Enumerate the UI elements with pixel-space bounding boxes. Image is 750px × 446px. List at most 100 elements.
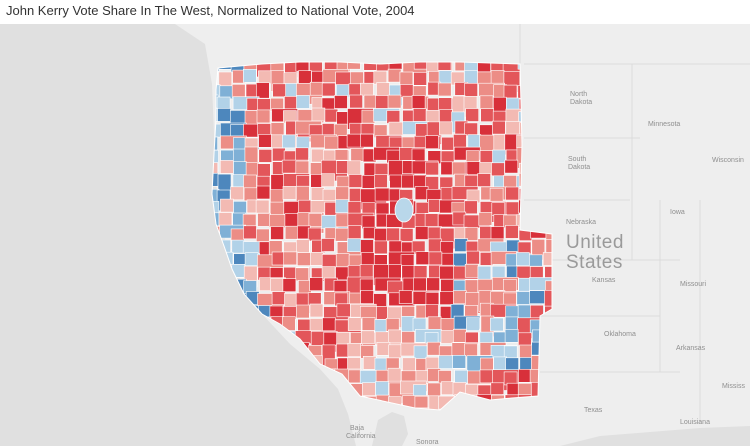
county[interactable] <box>295 304 310 319</box>
county[interactable] <box>310 187 325 201</box>
county[interactable] <box>230 124 244 138</box>
county[interactable] <box>387 94 402 109</box>
county[interactable] <box>411 95 426 109</box>
county[interactable] <box>217 108 231 122</box>
county[interactable] <box>386 227 400 242</box>
county[interactable] <box>281 134 296 149</box>
county[interactable] <box>478 212 493 226</box>
county[interactable] <box>464 82 478 97</box>
county[interactable] <box>388 344 402 359</box>
county[interactable] <box>309 318 324 332</box>
county[interactable] <box>321 82 336 97</box>
county[interactable] <box>519 344 533 359</box>
county[interactable] <box>518 332 532 347</box>
great-salt-lake-county[interactable] <box>394 197 414 223</box>
county[interactable] <box>256 185 271 200</box>
county[interactable] <box>401 174 415 189</box>
county[interactable] <box>414 186 429 200</box>
county[interactable] <box>347 265 362 279</box>
county[interactable] <box>206 149 219 172</box>
county[interactable] <box>360 330 375 345</box>
county[interactable] <box>493 356 508 371</box>
county[interactable] <box>413 71 427 86</box>
county[interactable] <box>257 213 271 227</box>
county[interactable] <box>282 186 297 200</box>
county[interactable] <box>310 252 324 266</box>
county[interactable] <box>389 174 404 189</box>
county[interactable] <box>426 277 440 292</box>
county[interactable] <box>376 341 391 356</box>
county[interactable] <box>441 381 455 396</box>
county[interactable] <box>503 84 518 99</box>
county[interactable] <box>477 265 492 280</box>
county[interactable] <box>467 134 482 148</box>
county[interactable] <box>258 70 272 85</box>
county[interactable] <box>334 95 348 109</box>
county[interactable] <box>256 163 271 177</box>
county[interactable] <box>335 253 350 267</box>
county[interactable] <box>362 382 376 397</box>
county[interactable] <box>374 240 388 255</box>
county[interactable] <box>545 224 572 247</box>
county[interactable] <box>398 290 413 304</box>
county[interactable] <box>427 341 441 356</box>
county[interactable] <box>231 239 246 254</box>
county[interactable] <box>230 186 244 201</box>
county[interactable] <box>360 133 374 148</box>
county[interactable] <box>272 147 286 162</box>
county[interactable] <box>413 265 428 279</box>
county[interactable] <box>386 110 401 124</box>
county[interactable] <box>428 238 442 253</box>
county[interactable] <box>428 251 443 266</box>
county[interactable] <box>413 174 427 189</box>
county[interactable] <box>270 278 284 292</box>
county[interactable] <box>363 94 378 109</box>
county[interactable] <box>360 82 374 97</box>
county[interactable] <box>297 318 312 333</box>
county[interactable] <box>529 254 543 269</box>
county[interactable] <box>427 226 442 241</box>
county[interactable] <box>490 70 505 84</box>
county[interactable] <box>414 395 429 410</box>
county[interactable] <box>348 174 363 188</box>
county[interactable] <box>505 225 519 239</box>
county[interactable] <box>515 252 530 266</box>
county[interactable] <box>542 252 556 266</box>
county[interactable] <box>424 213 439 227</box>
county[interactable] <box>321 266 336 280</box>
county[interactable] <box>464 343 478 358</box>
county[interactable] <box>321 238 335 252</box>
county[interactable] <box>490 382 505 397</box>
county[interactable] <box>295 147 309 162</box>
county[interactable] <box>298 70 312 85</box>
county[interactable] <box>309 277 324 291</box>
county[interactable] <box>296 95 310 109</box>
county[interactable] <box>216 96 231 111</box>
county[interactable] <box>464 122 478 137</box>
choropleth-map[interactable]: North Dakota South Dakota Minnesota Wisc… <box>0 24 750 446</box>
county[interactable] <box>374 228 389 242</box>
county[interactable] <box>375 95 389 109</box>
county[interactable] <box>454 238 468 252</box>
county[interactable] <box>335 186 349 201</box>
county[interactable] <box>385 317 400 332</box>
county[interactable] <box>309 303 324 318</box>
county[interactable] <box>361 109 376 124</box>
county[interactable] <box>491 202 506 216</box>
county[interactable] <box>243 68 257 83</box>
county[interactable] <box>307 227 322 242</box>
county[interactable] <box>440 241 454 255</box>
county[interactable] <box>480 108 495 122</box>
county[interactable] <box>362 355 377 370</box>
county[interactable] <box>502 279 517 293</box>
county[interactable] <box>349 94 363 109</box>
county[interactable] <box>284 225 299 240</box>
county[interactable] <box>243 174 257 189</box>
county[interactable] <box>401 331 415 345</box>
county[interactable] <box>451 161 466 176</box>
county[interactable] <box>220 160 234 174</box>
county[interactable] <box>360 290 374 304</box>
county[interactable] <box>220 198 234 213</box>
county[interactable] <box>284 96 298 110</box>
county[interactable] <box>243 187 258 202</box>
